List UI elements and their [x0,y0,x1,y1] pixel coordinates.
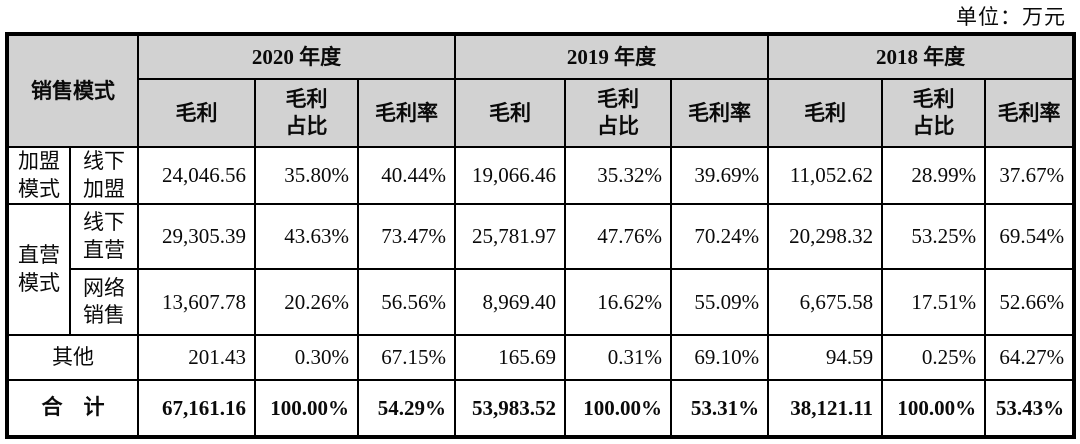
cell-value: 47.76% [564,203,673,270]
cell-value: 0.25% [881,334,987,381]
cell-value-total: 54.29% [356,379,457,438]
gross-profit-table: 销售模式 2020 年度 2019 年度 2018 年度 毛利 毛利占比 毛利率… [5,32,1077,439]
cell-value: 19,066.46 [454,146,567,205]
cell-value: 67.15% [356,334,457,381]
channel-online-sales: 网络销售 [69,268,139,336]
cell-value: 39.69% [670,146,770,205]
header-2018-gp-margin: 毛利率 [984,78,1076,148]
category-direct-model: 直营模式 [6,203,71,336]
cell-value: 40.44% [356,146,457,205]
year-header-2020: 2020 年度 [136,33,457,80]
year-header-row: 销售模式 2020 年度 2019 年度 2018 年度 [6,33,1076,148]
row-label-total: 合 计 [6,379,139,438]
table-row-direct-offline: 直营模式 线下直营 29,305.39 43.63% 73.47% 25,781… [6,203,1076,336]
category-direct-model-label: 直营模式 [18,243,60,295]
cell-value: 0.30% [254,334,359,381]
cell-value: 29,305.39 [137,203,256,270]
cell-value-total: 53.31% [670,379,770,438]
cell-value: 55.09% [670,268,770,336]
table-row-online-sales: 网络销售 13,607.78 20.26% 56.56% 8,969.40 16… [7,268,1076,336]
cell-value: 8,969.40 [454,268,567,336]
cell-value: 69.10% [670,334,770,381]
cell-value: 56.56% [356,268,457,336]
year-header-2019: 2019 年度 [454,33,770,80]
table-row-total: 合 计 67,161.16 100.00% 54.29% 53,983.52 1… [6,379,1076,438]
cell-value: 94.59 [767,334,884,381]
header-2018-gp-share-label: 毛利占比 [912,86,955,138]
header-2019-gross-profit: 毛利 [454,78,567,148]
header-2018-gp-share: 毛利占比 [881,78,987,148]
channel-offline-franchise-label: 线下加盟 [83,149,125,201]
cell-value-total: 67,161.16 [137,379,256,438]
table-row-franchise: 加盟模式 线下加盟 24,046.56 35.80% 40.44% 19,066… [6,146,1076,205]
cell-value: 25,781.97 [454,203,567,270]
cell-value-total: 100.00% [254,379,359,438]
channel-offline-direct: 线下直营 [69,203,139,270]
table-row-other: 其他 201.43 0.30% 67.15% 165.69 0.31% 69.1… [6,334,1076,381]
header-2020-gp-share-label: 毛利占比 [285,86,328,138]
corner-header-sales-model: 销售模式 [6,33,139,148]
cell-value: 13,607.78 [137,268,256,336]
cell-value: 64.27% [984,334,1076,381]
cell-value-total: 100.00% [881,379,987,438]
cell-value: 20.26% [254,268,359,336]
metric-header-row: 毛利 毛利占比 毛利率 毛利 毛利占比 毛利率 毛利 毛利占比 毛利率 [7,78,1076,148]
cell-value: 16.62% [564,268,673,336]
unit-label: 单位：万元 [956,5,1066,29]
cell-value: 35.80% [254,146,359,205]
channel-offline-direct-label: 线下直营 [83,210,125,262]
row-label-other: 其他 [6,334,139,381]
cell-value: 37.67% [984,146,1076,205]
header-2020-gross-profit: 毛利 [137,78,256,148]
channel-online-sales-label: 网络销售 [83,275,125,327]
cell-value-total: 38,121.11 [767,379,884,438]
header-2019-gp-share-label: 毛利占比 [597,86,640,138]
cell-value-total: 53,983.52 [454,379,567,438]
cell-value: 70.24% [670,203,770,270]
cell-value: 43.63% [254,203,359,270]
year-header-2018: 2018 年度 [767,33,1076,80]
header-2018-gross-profit: 毛利 [767,78,884,148]
cell-value: 17.51% [881,268,987,336]
cell-value: 28.99% [881,146,987,205]
cell-value: 201.43 [137,334,256,381]
category-franchise-model: 加盟模式 [6,146,71,205]
header-2020-gp-margin: 毛利率 [356,78,457,148]
header-2020-gp-share: 毛利占比 [254,78,359,148]
cell-value: 6,675.58 [767,268,884,336]
header-2019-gp-margin: 毛利率 [670,78,770,148]
cell-value: 20,298.32 [767,203,884,270]
header-2019-gp-share: 毛利占比 [564,78,673,148]
cell-value-total: 100.00% [564,379,673,438]
category-franchise-model-label: 加盟模式 [18,149,60,201]
channel-offline-franchise: 线下加盟 [69,146,139,205]
cell-value: 11,052.62 [767,146,884,205]
cell-value: 52.66% [984,268,1076,336]
cell-value: 0.31% [564,334,673,381]
cell-value: 35.32% [564,146,673,205]
cell-value: 69.54% [984,203,1076,270]
cell-value: 73.47% [356,203,457,270]
cell-value: 53.25% [881,203,987,270]
cell-value-total: 53.43% [984,379,1076,438]
cell-value: 24,046.56 [137,146,256,205]
cell-value: 165.69 [454,334,567,381]
